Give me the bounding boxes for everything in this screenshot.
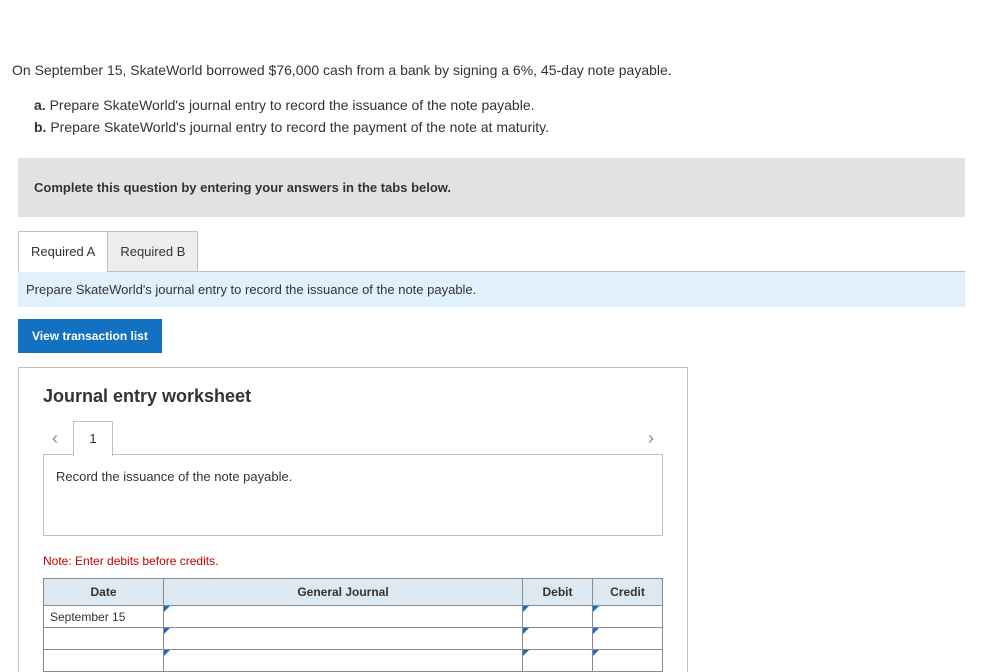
requirement-tabs: Required A Required B: [18, 217, 965, 272]
entry-tab-1[interactable]: 1: [73, 421, 113, 456]
cell-date[interactable]: September 15: [44, 606, 164, 628]
table-row: September 15: [44, 606, 663, 628]
cell-debit[interactable]: [523, 606, 593, 628]
entry-instruction: Record the issuance of the note payable.: [43, 454, 663, 536]
prev-entry-chevron-icon[interactable]: ‹: [43, 421, 67, 455]
view-transaction-list-button[interactable]: View transaction list: [18, 319, 162, 353]
cell-credit[interactable]: [593, 650, 663, 672]
tab-required-b[interactable]: Required B: [107, 231, 198, 272]
tab-required-a[interactable]: Required A: [18, 231, 108, 272]
problem-part-b: b. Prepare SkateWorld's journal entry to…: [34, 117, 971, 139]
table-header-row: Date General Journal Debit Credit: [44, 579, 663, 606]
next-entry-chevron-icon[interactable]: ›: [639, 428, 663, 449]
part-label: b.: [34, 119, 46, 135]
cell-date[interactable]: [44, 650, 164, 672]
cell-date[interactable]: [44, 628, 164, 650]
problem-part-a: a. Prepare SkateWorld's journal entry to…: [34, 95, 971, 117]
table-row: [44, 628, 663, 650]
cell-general-journal[interactable]: [164, 606, 523, 628]
cell-credit[interactable]: [593, 606, 663, 628]
cell-debit[interactable]: [523, 650, 593, 672]
table-row: [44, 650, 663, 672]
cell-credit[interactable]: [593, 628, 663, 650]
cell-general-journal[interactable]: [164, 650, 523, 672]
instruction-banner: Complete this question by entering your …: [18, 158, 965, 217]
col-date: Date: [44, 579, 164, 606]
problem-parts: a. Prepare SkateWorld's journal entry to…: [12, 81, 971, 152]
col-general-journal: General Journal: [164, 579, 523, 606]
part-label: a.: [34, 97, 46, 113]
worksheet-title: Journal entry worksheet: [43, 386, 663, 407]
cell-debit[interactable]: [523, 628, 593, 650]
col-credit: Credit: [593, 579, 663, 606]
col-debit: Debit: [523, 579, 593, 606]
journal-table: Date General Journal Debit Credit Septem…: [43, 578, 663, 672]
journal-worksheet: Journal entry worksheet ‹ 1 › Record the…: [18, 367, 688, 672]
part-text: Prepare SkateWorld's journal entry to re…: [50, 119, 549, 135]
cell-general-journal[interactable]: [164, 628, 523, 650]
problem-statement: On September 15, SkateWorld borrowed $76…: [12, 60, 971, 81]
tab-description: Prepare SkateWorld's journal entry to re…: [18, 271, 965, 307]
debits-before-credits-note: Note: Enter debits before credits.: [43, 554, 663, 568]
part-text: Prepare SkateWorld's journal entry to re…: [50, 97, 535, 113]
